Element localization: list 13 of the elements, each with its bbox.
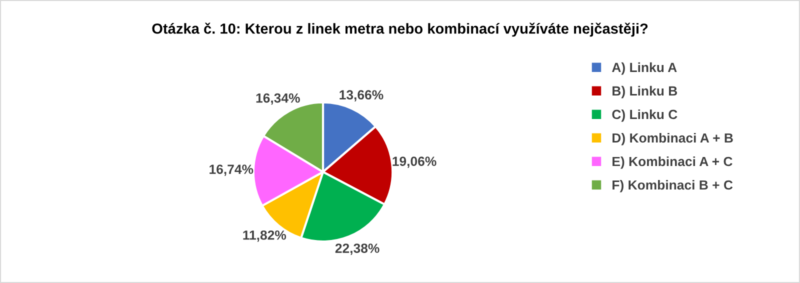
legend-label: D) Kombinaci A + B: [612, 132, 733, 146]
legend-label: E) Kombinaci A + C: [612, 156, 732, 169]
data-label: 19,06%: [392, 156, 436, 168]
legend-label: B) Linku B: [612, 86, 678, 98]
legend-label: C) Linku C: [612, 109, 678, 122]
legend-label: A) Linku A: [612, 62, 677, 75]
data-label: 16,34%: [256, 93, 300, 105]
data-label: 16,74%: [210, 164, 254, 176]
data-label: 11,82%: [243, 230, 286, 242]
legend-label: F) Kombinaci B + C: [612, 180, 733, 192]
data-label: 13,66%: [340, 90, 384, 102]
data-label: 22,38%: [335, 244, 380, 255]
chart-title: Otázka č. 10: Kterou z linek metra nebo kombinací využíváte nejčastěji?: [152, 22, 648, 37]
